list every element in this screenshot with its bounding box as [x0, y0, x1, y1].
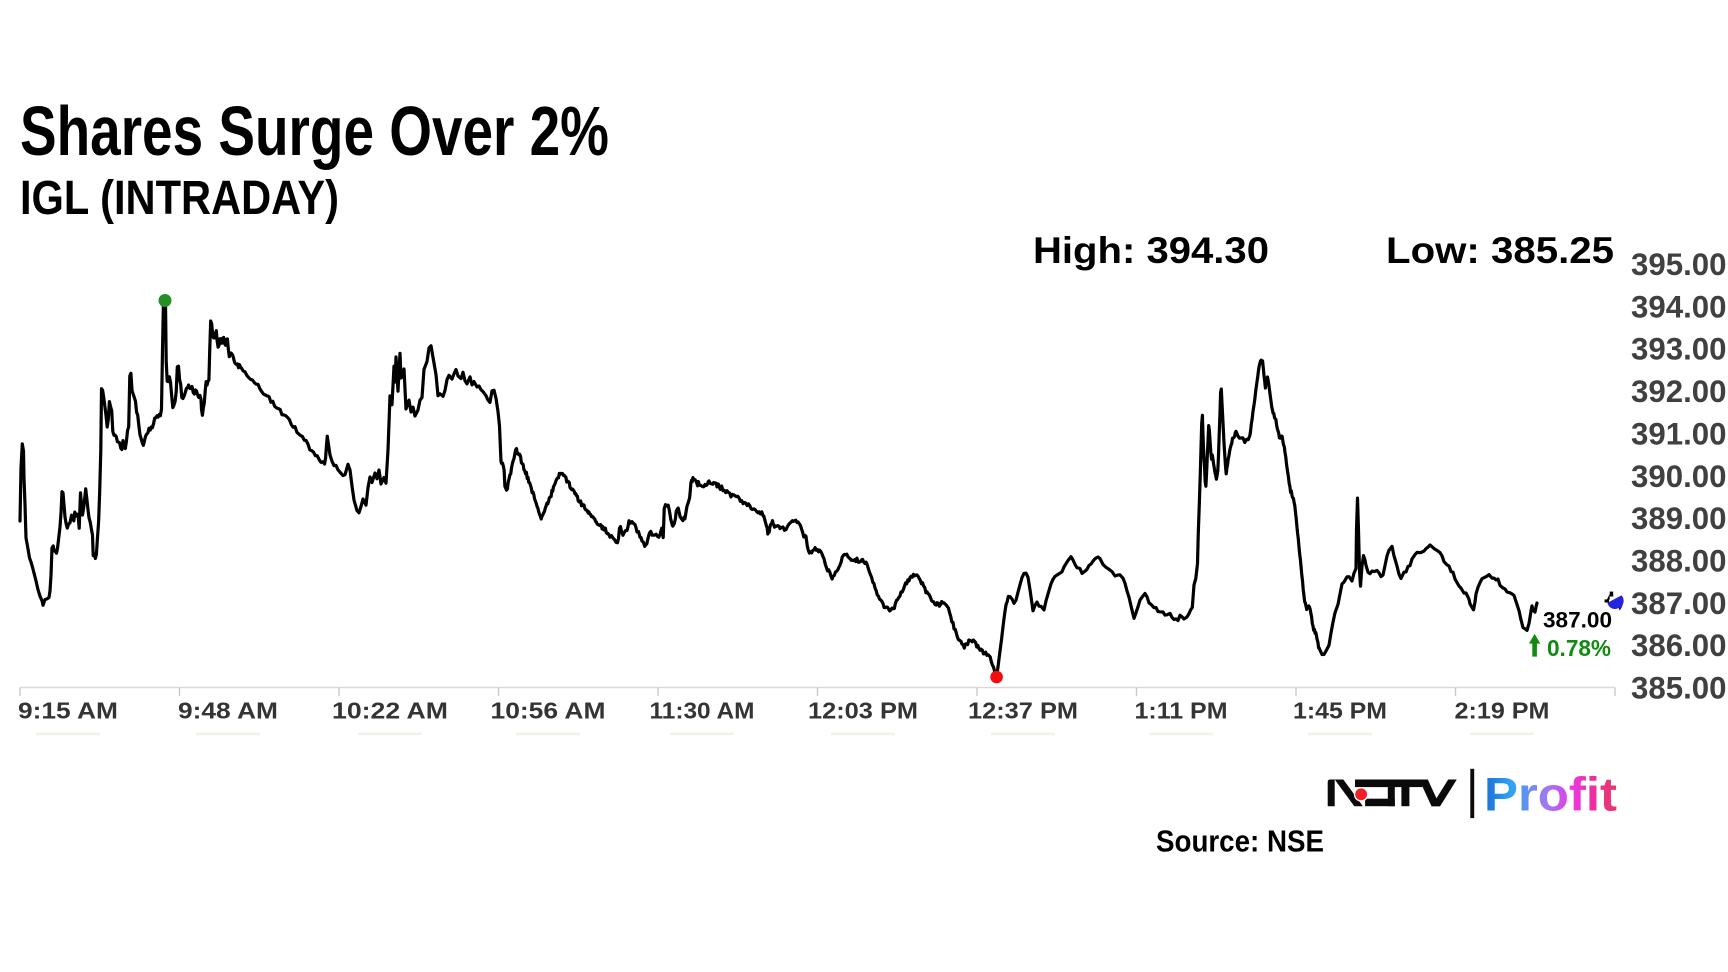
svg-text:12:37 PM: 12:37 PM: [968, 698, 1078, 724]
svg-text:389.00: 389.00: [1631, 500, 1727, 536]
svg-text:11:30 AM: 11:30 AM: [650, 698, 755, 724]
svg-text:Profit: Profit: [1484, 768, 1617, 821]
svg-text:386.00: 386.00: [1631, 627, 1727, 663]
svg-text:391.00: 391.00: [1631, 415, 1727, 451]
svg-text:High: 394.30: High: 394.30: [1033, 230, 1269, 271]
svg-text:388.00: 388.00: [1631, 542, 1727, 578]
svg-text:IGL (INTRADAY): IGL (INTRADAY): [20, 172, 339, 225]
svg-text:Source: NSE: Source: NSE: [1156, 825, 1324, 859]
svg-text:9:48 AM: 9:48 AM: [178, 698, 278, 724]
svg-text:394.00: 394.00: [1631, 288, 1727, 324]
svg-text:387.00: 387.00: [1631, 585, 1727, 621]
svg-text:385.00: 385.00: [1631, 670, 1727, 706]
svg-text:1:45 PM: 1:45 PM: [1293, 698, 1387, 724]
svg-text:387.00: 387.00: [1543, 607, 1612, 632]
svg-text:10:22 AM: 10:22 AM: [332, 698, 448, 724]
svg-text:2:19 PM: 2:19 PM: [1455, 698, 1550, 724]
svg-text:1:11 PM: 1:11 PM: [1135, 698, 1228, 724]
svg-text:392.00: 392.00: [1631, 373, 1727, 409]
svg-text:393.00: 393.00: [1631, 331, 1727, 367]
svg-text:Low: 385.25: Low: 385.25: [1386, 230, 1614, 271]
svg-text:10:56 AM: 10:56 AM: [491, 698, 606, 724]
svg-text:0.78%: 0.78%: [1547, 635, 1611, 661]
svg-text:395.00: 395.00: [1631, 246, 1727, 282]
svg-text:9:15 AM: 9:15 AM: [18, 698, 118, 724]
svg-text:Shares Surge Over 2%: Shares Surge Over 2%: [20, 92, 609, 170]
svg-text:12:03 PM: 12:03 PM: [808, 698, 918, 724]
svg-text:390.00: 390.00: [1631, 458, 1727, 494]
